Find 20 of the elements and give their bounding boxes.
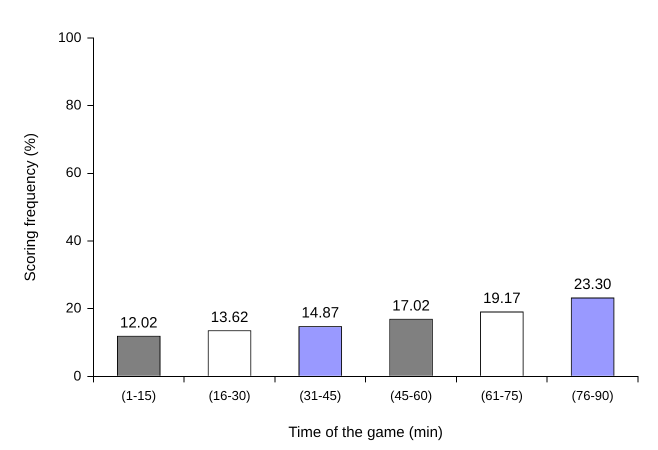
data-label: 12.02 (120, 314, 158, 332)
y-tick-label: 100 (58, 28, 82, 45)
y-tick-label: 40 (66, 232, 82, 248)
x-axis-title: Time of the game (min) (288, 424, 443, 442)
data-label: 19.17 (483, 290, 521, 308)
x-tick-label: (31-45) (299, 388, 342, 403)
data-label: 14.87 (302, 304, 340, 322)
x-tick-label: (16-30) (208, 388, 250, 403)
y-tick-label: 60 (66, 164, 82, 180)
data-label: 13.62 (210, 308, 248, 326)
x-tick-label: (1-15) (121, 388, 156, 403)
y-tick-label: 80 (66, 96, 82, 113)
data-label: 17.02 (392, 297, 430, 314)
y-tick-label: 20 (66, 300, 82, 316)
data-label: 23.30 (574, 276, 612, 294)
y-tick-label: 0 (74, 367, 82, 384)
x-tick-label: (45-60) (390, 388, 432, 403)
x-tick-label: (76-90) (572, 388, 614, 403)
x-tick-label: (61-75) (480, 388, 523, 403)
y-axis-title: Scoring frequency (%) (22, 132, 40, 282)
